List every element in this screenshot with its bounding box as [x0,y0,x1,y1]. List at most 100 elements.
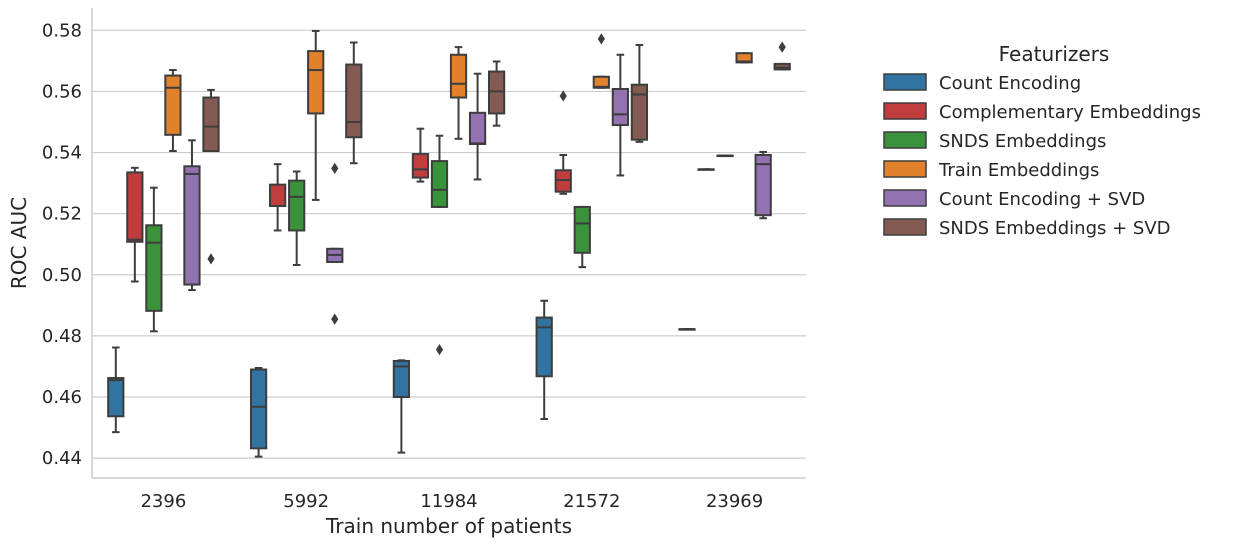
box [269,183,287,208]
y-tick-label: 0.54 [42,143,82,164]
y-tick-label: 0.50 [42,265,82,286]
box [449,53,468,99]
box [183,165,201,286]
legend-item: SNDS Embeddings [883,131,1106,152]
legend-swatch [883,189,927,207]
legend-item: Count Encoding [883,73,1081,94]
box-snds-embeddings-svd-5992 [345,41,363,165]
box [754,153,772,217]
legend-item: Count Encoding + SVD [883,189,1145,210]
box [288,179,306,232]
legend-label: SNDS Embeddings + SVD [939,218,1171,239]
box-snds-embeddings-2396 [145,186,163,333]
outlier-point [435,344,444,356]
x-tick-labels: 2396 5992 11984 21572 23969 [140,491,763,512]
box-complementary-embeddings-23969 [697,168,715,171]
box-count-encoding-2396 [107,346,125,434]
box-complementary-embeddings-21572 [554,90,572,195]
legend-label: SNDS Embeddings [939,131,1106,152]
legend-label: Count Encoding + SVD [939,189,1145,210]
legend-title: Featurizers [999,42,1110,66]
y-axis-label: ROC AUC [7,197,31,289]
y-tick-label: 0.58 [42,20,82,41]
y-tick-label: 0.44 [42,448,82,469]
legend-swatch [883,131,927,149]
legend: Featurizers Count Encoding Complementary … [883,42,1201,239]
box-complementary-embeddings-11984 [411,127,430,183]
y-tick-label: 0.46 [42,387,82,408]
box-complementary-embeddings-5992 [269,163,287,232]
legend-item: SNDS Embeddings + SVD [883,218,1171,239]
box-snds-embeddings-svd-2396 [202,88,220,265]
box-train-embeddings-11984 [449,46,468,140]
box-snds-embeddings-21572 [573,205,591,269]
box-count-encoding-svd-23969 [754,150,772,220]
box-count-encoding-svd-5992 [326,162,344,325]
outlier-point [207,253,215,265]
box-snds-embeddings-23969 [716,154,734,158]
box [202,96,220,153]
box-snds-embeddings-svd-11984 [487,60,506,127]
x-tick-label: 23969 [706,491,763,512]
box [535,316,553,378]
legend-items: Count Encoding Complementary Embeddings SN… [883,73,1201,239]
box-plot-area [107,29,791,458]
legend-item: Complementary Embeddings [883,102,1201,123]
box [430,160,449,208]
box-count-encoding-svd-21572 [611,53,629,177]
box-snds-embeddings-svd-21572 [630,43,649,143]
x-tick-label: 2396 [140,491,186,512]
box-count-encoding-5992 [249,366,268,458]
y-tick-label: 0.56 [42,81,82,102]
legend-swatch [883,102,927,120]
box-snds-embeddings-5992 [288,170,306,267]
box [411,153,430,179]
box-count-encoding-21572 [535,299,553,421]
box [249,368,268,450]
box [392,359,411,399]
box-count-encoding-svd-11984 [468,72,487,181]
box-count-encoding-23969 [678,328,696,331]
legend-swatch [883,160,927,178]
legend-swatch [883,73,927,91]
y-tick-label: 0.52 [42,204,82,225]
box-snds-embeddings-svd-23969 [773,41,791,71]
box [630,83,649,141]
y-tick-label: 0.48 [42,326,82,347]
box [468,111,487,145]
legend-label: Train Embeddings [938,160,1099,181]
box [164,74,182,136]
y-tick-labels: 0.44 0.46 0.48 0.50 0.52 0.54 0.56 0.58 [42,20,82,469]
outlier-point [559,90,567,102]
box [145,224,163,312]
legend-label: Complementary Embeddings [939,102,1201,123]
legend-item: Train Embeddings [883,160,1099,181]
legend-swatch [883,218,927,236]
box [345,63,363,139]
box [107,377,125,418]
box [573,205,591,254]
outlier-point [778,41,786,53]
x-tick-label: 5992 [283,491,329,512]
box-count-encoding-11984 [392,359,411,454]
box-train-embeddings-5992 [307,29,325,201]
x-tick-label: 21572 [563,491,620,512]
legend-label: Count Encoding [939,73,1081,94]
box-train-embeddings-21572 [592,33,610,89]
x-axis-label: Train number of patients [325,514,572,538]
box-snds-embeddings-11984 [430,134,449,356]
box-train-embeddings-2396 [164,69,182,153]
outlier-point [331,162,339,175]
x-tick-label: 11984 [420,491,477,512]
box [307,50,325,115]
box-count-encoding-svd-2396 [183,139,201,292]
box [126,171,144,243]
box-complementary-embeddings-2396 [126,166,144,283]
box [487,70,506,115]
outlier-point [331,313,339,325]
outlier-point [597,33,605,45]
box [611,87,629,127]
box-train-embeddings-23969 [735,52,753,64]
axes [91,8,806,479]
